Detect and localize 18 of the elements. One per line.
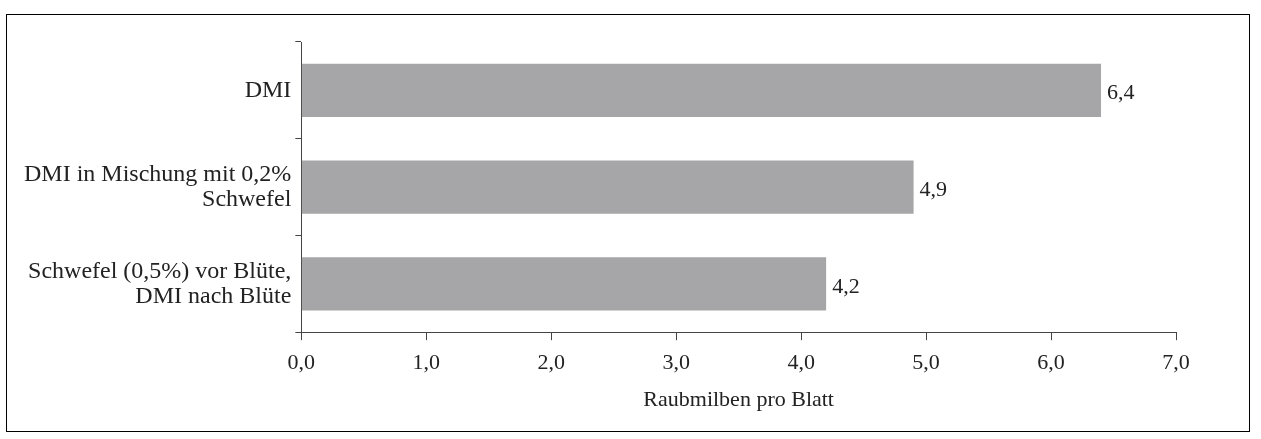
x-tick-label: 3,0 bbox=[662, 349, 690, 375]
x-axis-title: Raubmilben pro Blatt bbox=[643, 385, 834, 411]
x-tick-label: 6,0 bbox=[1037, 349, 1065, 375]
data-label: 6,4 bbox=[1107, 79, 1135, 105]
x-tick-label: 1,0 bbox=[412, 349, 441, 375]
x-tick-label: 4,0 bbox=[787, 349, 815, 375]
x-tick-label: 2,0 bbox=[537, 349, 565, 375]
bar bbox=[301, 160, 914, 214]
x-tick-label: 5,0 bbox=[912, 349, 940, 375]
data-label: 4,2 bbox=[832, 272, 860, 298]
data-label: 4,9 bbox=[919, 175, 948, 201]
y-tick-label: DMI in Mischung mit 0,2% Schwefel bbox=[24, 159, 292, 211]
bar bbox=[301, 257, 827, 311]
y-tick-label: Schwefel (0,5%) vor Blüte, DMI nach Blüte bbox=[28, 256, 292, 308]
x-tick-label: 7,0 bbox=[1162, 349, 1190, 375]
x-tick-label: 0,0 bbox=[287, 349, 316, 375]
y-tick-label: DMI bbox=[244, 75, 292, 102]
bar bbox=[301, 63, 1102, 117]
